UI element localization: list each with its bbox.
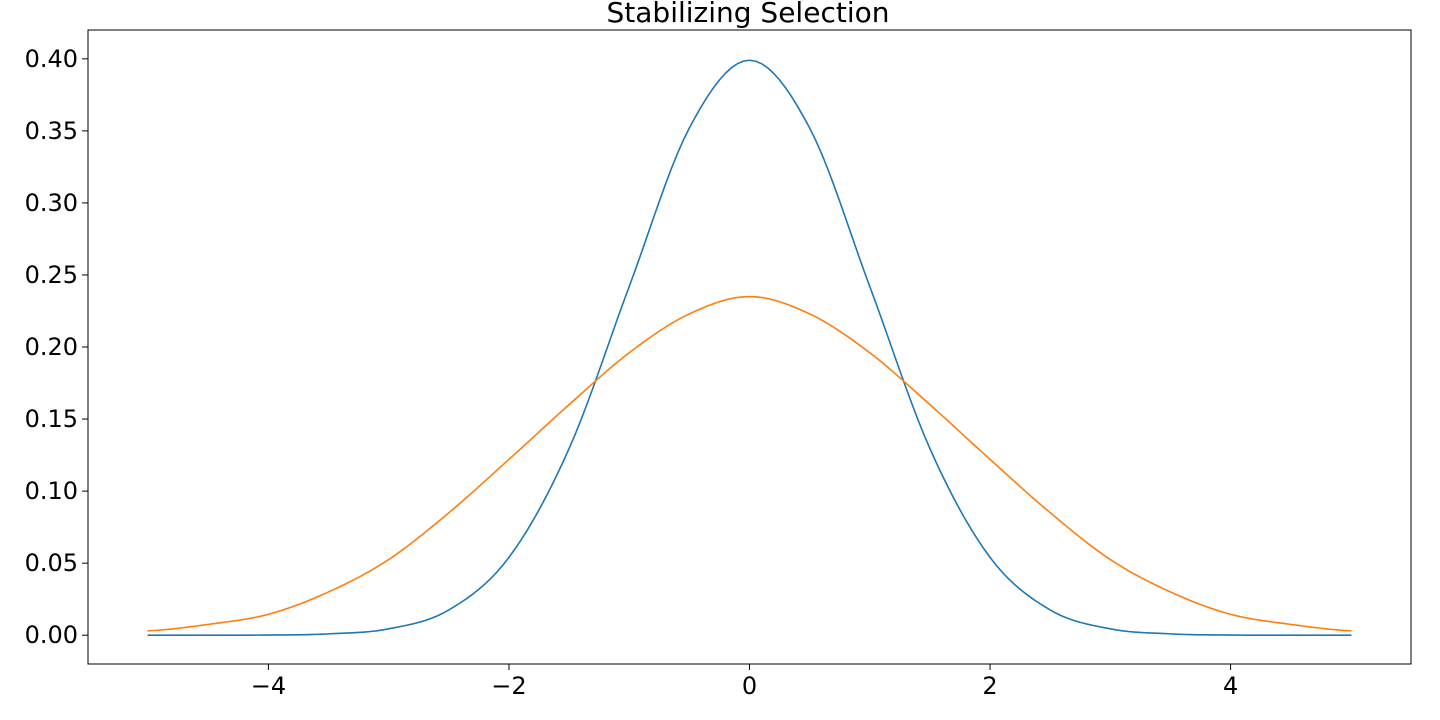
- y-tick-label: 0.10: [25, 477, 78, 505]
- y-tick-label: 0.25: [25, 261, 78, 289]
- x-axis: −4 −2 0 2 4: [251, 664, 1238, 700]
- series-line-1: [147, 59, 1352, 636]
- y-tick-label: 0.20: [25, 333, 78, 361]
- y-tick-label: 0.15: [25, 405, 78, 433]
- y-tick-label: 0.30: [25, 189, 78, 217]
- x-tick-label: −2: [491, 672, 526, 700]
- plot-area-frame: [87, 29, 1412, 665]
- y-tick-label: 0.40: [25, 45, 78, 73]
- y-axis: 0.00 0.05 0.10 0.15 0.20 0.25 0.30 0.35 0.40: [25, 45, 88, 649]
- chart-title: Stabilizing Selection: [607, 0, 890, 29]
- y-tick-label: 0.35: [25, 117, 78, 145]
- x-tick-label: 2: [982, 672, 997, 700]
- y-tick-label: 0.05: [25, 549, 78, 577]
- x-tick-label: 4: [1223, 672, 1238, 700]
- y-tick-label: 0.00: [25, 621, 78, 649]
- series-line-2: [147, 295, 1352, 632]
- series-layer: [147, 59, 1352, 636]
- x-tick-label: 0: [742, 672, 757, 700]
- x-tick-label: −4: [251, 672, 286, 700]
